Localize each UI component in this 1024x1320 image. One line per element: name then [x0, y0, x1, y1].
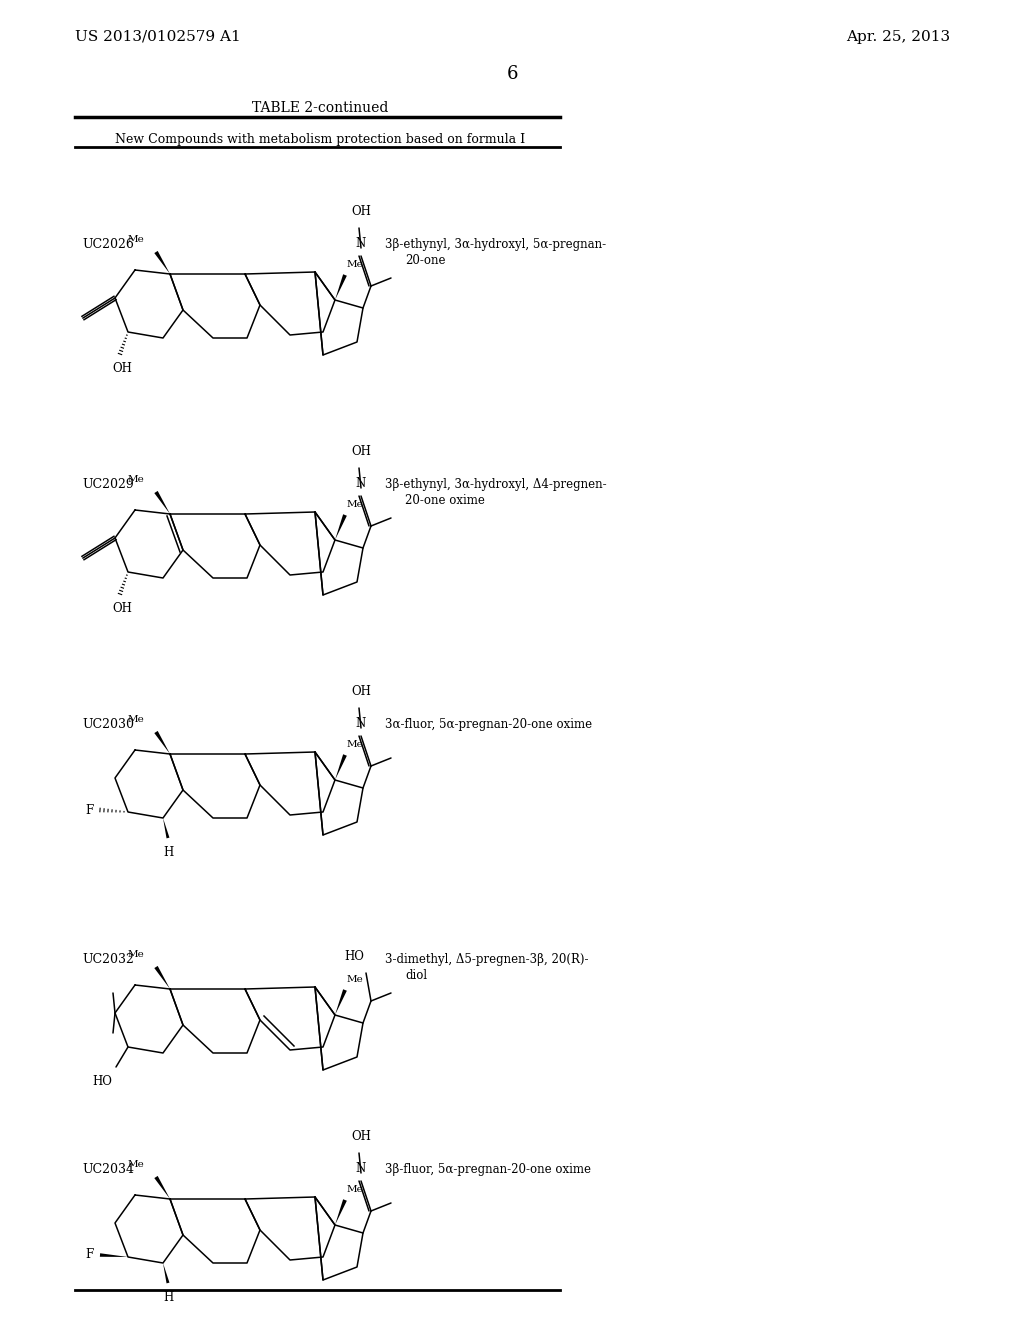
Text: 20-one oxime: 20-one oxime: [406, 494, 485, 507]
Polygon shape: [335, 1200, 347, 1225]
Polygon shape: [335, 989, 347, 1015]
Text: 3α-fluor, 5α-pregnan-20-one oxime: 3α-fluor, 5α-pregnan-20-one oxime: [385, 718, 592, 731]
Polygon shape: [100, 1253, 128, 1257]
Text: HO: HO: [92, 1074, 112, 1088]
Text: OH: OH: [351, 205, 371, 218]
Text: Me: Me: [127, 1160, 144, 1170]
Text: Me: Me: [127, 950, 144, 960]
Text: N: N: [356, 238, 367, 249]
Text: UC2030: UC2030: [82, 718, 134, 731]
Text: Me: Me: [347, 741, 364, 748]
Text: Me: Me: [347, 1185, 364, 1195]
Text: OH: OH: [351, 1130, 371, 1143]
Text: 3-dimethyl, Δ5-pregnen-3β, 20(R)-: 3-dimethyl, Δ5-pregnen-3β, 20(R)-: [385, 953, 589, 966]
Text: H: H: [163, 1291, 173, 1304]
Text: 3β-ethynyl, 3α-hydroxyl, Δ4-pregnen-: 3β-ethynyl, 3α-hydroxyl, Δ4-pregnen-: [385, 478, 606, 491]
Polygon shape: [155, 251, 170, 275]
Text: UC2032: UC2032: [82, 953, 134, 966]
Text: UC2029: UC2029: [82, 478, 134, 491]
Text: N: N: [356, 717, 367, 730]
Text: OH: OH: [112, 362, 132, 375]
Text: Me: Me: [347, 260, 364, 269]
Polygon shape: [335, 275, 347, 300]
Text: New Compounds with metabolism protection based on formula I: New Compounds with metabolism protection…: [115, 133, 525, 147]
Text: OH: OH: [112, 602, 132, 615]
Text: F: F: [86, 1249, 94, 1262]
Text: Apr. 25, 2013: Apr. 25, 2013: [846, 30, 950, 44]
Text: Me: Me: [127, 475, 144, 484]
Text: N: N: [356, 1162, 367, 1175]
Text: Me: Me: [347, 500, 364, 510]
Text: Me: Me: [347, 975, 364, 983]
Text: 3β-ethynyl, 3α-hydroxyl, 5α-pregnan-: 3β-ethynyl, 3α-hydroxyl, 5α-pregnan-: [385, 238, 606, 251]
Polygon shape: [155, 1176, 170, 1199]
Text: OH: OH: [351, 445, 371, 458]
Text: 6: 6: [506, 65, 518, 83]
Text: Me: Me: [127, 715, 144, 723]
Text: TABLE 2-continued: TABLE 2-continued: [252, 102, 388, 115]
Text: US 2013/0102579 A1: US 2013/0102579 A1: [75, 30, 241, 44]
Polygon shape: [335, 515, 347, 540]
Text: OH: OH: [351, 685, 371, 698]
Text: 20-one: 20-one: [406, 253, 445, 267]
Polygon shape: [155, 491, 170, 513]
Text: HO: HO: [344, 950, 364, 964]
Text: Me: Me: [127, 235, 144, 244]
Text: 3β-fluor, 5α-pregnan-20-one oxime: 3β-fluor, 5α-pregnan-20-one oxime: [385, 1163, 591, 1176]
Polygon shape: [155, 966, 170, 989]
Polygon shape: [155, 731, 170, 754]
Text: N: N: [356, 477, 367, 490]
Text: diol: diol: [406, 969, 427, 982]
Polygon shape: [163, 1263, 169, 1283]
Text: F: F: [86, 804, 94, 817]
Text: UC2034: UC2034: [82, 1163, 134, 1176]
Text: UC2026: UC2026: [82, 238, 134, 251]
Polygon shape: [335, 754, 347, 780]
Text: H: H: [163, 846, 173, 859]
Polygon shape: [163, 818, 169, 838]
